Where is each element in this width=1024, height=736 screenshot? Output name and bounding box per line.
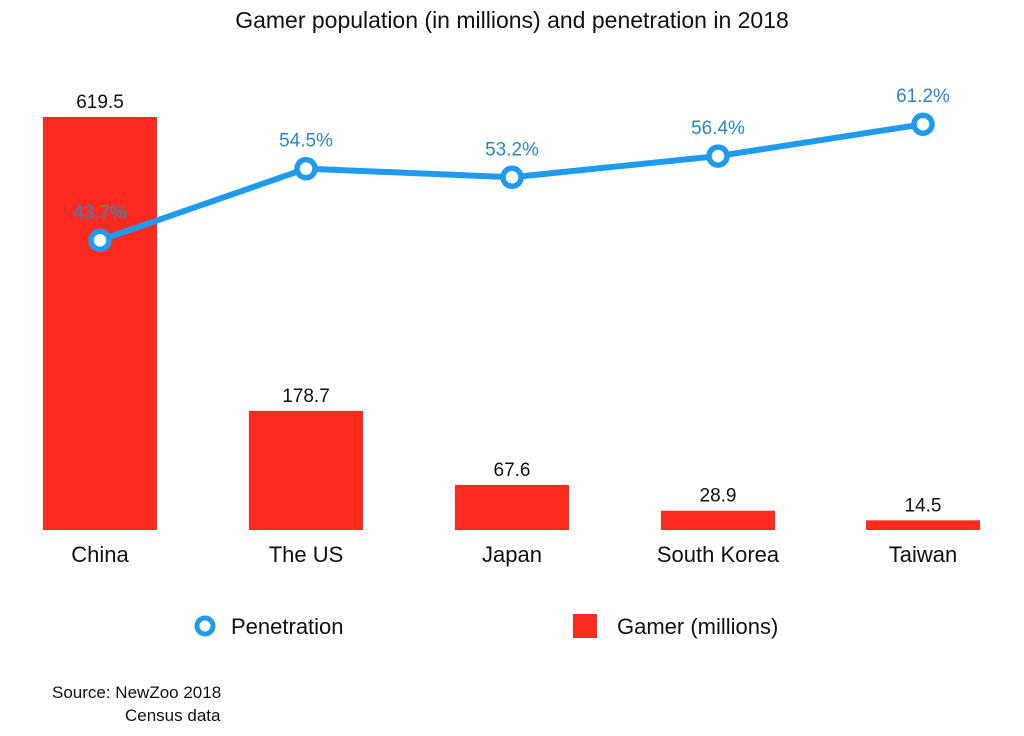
legend-gamer-marker <box>573 614 597 638</box>
bar <box>43 117 157 530</box>
chart-title: Gamer population (in millions) and penet… <box>235 7 789 33</box>
legend-gamer-label: Gamer (millions) <box>617 614 778 639</box>
category-label: The US <box>269 542 344 567</box>
category-label: South Korea <box>657 542 780 567</box>
category-label: China <box>71 542 129 567</box>
penetration-value-label: 56.4% <box>691 118 745 139</box>
penetration-value-label: 61.2% <box>896 86 950 107</box>
bar <box>661 510 775 530</box>
penetration-value-label: 53.2% <box>485 139 539 160</box>
penetration-point <box>706 144 730 168</box>
legend: Penetration Gamer (millions) <box>194 614 778 639</box>
bar-value-label: 28.9 <box>700 486 737 507</box>
source-line-2: Census data <box>125 706 221 725</box>
category-labels: China The US Japan South Korea Taiwan <box>71 542 957 567</box>
bar-value-label: 178.7 <box>282 386 330 407</box>
category-label: Japan <box>482 542 542 567</box>
bar-value-label: 14.5 <box>905 495 942 516</box>
legend-penetration-label: Penetration <box>231 614 344 639</box>
bar <box>249 410 363 530</box>
penetration-value-label: 43.7% <box>73 202 127 223</box>
bar <box>866 520 980 530</box>
bar <box>455 484 569 530</box>
line-series: 43.7% 54.5% 53.2% 56.4% 61.2% <box>73 86 950 253</box>
bar-value-label: 67.6 <box>494 460 531 481</box>
penetration-point <box>88 228 112 253</box>
bar-value-label: 619.5 <box>76 92 124 113</box>
category-label: Taiwan <box>889 542 957 567</box>
penetration-point <box>500 165 524 190</box>
penetration-point <box>911 112 935 136</box>
penetration-value-label: 54.5% <box>279 131 333 152</box>
legend-penetration-marker <box>194 615 216 637</box>
penetration-point <box>294 156 318 181</box>
bar-series: 619.5 178.7 67.6 28.9 14.5 <box>43 92 980 530</box>
source-line-1: Source: NewZoo 2018 <box>52 683 221 702</box>
